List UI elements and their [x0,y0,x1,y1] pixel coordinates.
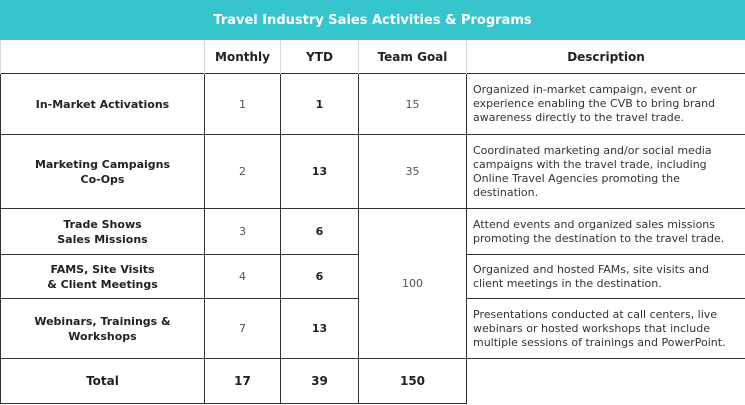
total-monthly: 17 [204,358,281,404]
monthly-value: 1 [204,73,281,135]
description-cell: Presentations conducted at call centers,… [466,298,745,359]
empty-cell [466,358,745,404]
row-label: Marketing Campaigns Co-Ops [0,134,205,209]
total-goal: 150 [358,358,467,404]
header-monthly: Monthly [204,40,281,74]
ytd-value: 6 [280,254,359,299]
row-label: Webinars, Trainings & Workshops [0,298,205,359]
ytd-value: 13 [280,134,359,209]
goal-value: 35 [358,134,467,209]
sales-activities-table: Monthly YTD Team Goal Description In-Mar… [0,40,745,404]
monthly-value: 4 [204,254,281,299]
header-row: Monthly YTD Team Goal Description [0,40,745,74]
table-title: Travel Industry Sales Activities & Progr… [0,0,745,40]
total-label: Total [0,358,205,404]
goal-value: 15 [358,73,467,135]
header-team-goal: Team Goal [358,40,467,74]
header-ytd: YTD [280,40,359,74]
table-row: Marketing Campaigns Co-Ops 2 13 35 Coordi… [0,134,745,209]
description-cell: Organized in-market campaign, event or e… [466,73,745,135]
ytd-value: 1 [280,73,359,135]
description-cell: Attend events and organized sales missio… [466,208,745,255]
monthly-value: 7 [204,298,281,359]
table-row: In-Market Activations 1 1 15 Organized i… [0,73,745,135]
row-label: FAMS, Site Visits & Client Meetings [0,254,205,299]
description-cell: Coordinated marketing and/or social medi… [466,134,745,209]
monthly-value: 2 [204,134,281,209]
monthly-value: 3 [204,208,281,255]
row-label: Trade Shows Sales Missions [0,208,205,255]
ytd-value: 13 [280,298,359,359]
description-cell: Organized and hosted FAMs, site visits a… [466,254,745,299]
header-activity [0,40,205,74]
table-row: FAMS, Site Visits & Client Meetings 4 6 O… [0,254,745,299]
total-row: Total 17 39 150 [0,358,745,404]
header-description: Description [466,40,745,74]
table-row: Trade Shows Sales Missions 3 6 100 Attend… [0,208,745,359]
shared-goal-value: 100 [358,208,467,359]
ytd-value: 6 [280,208,359,255]
table-row: Webinars, Trainings & Workshops 7 13 Pres… [0,298,745,359]
row-label: In-Market Activations [0,73,205,135]
total-ytd: 39 [280,358,359,404]
